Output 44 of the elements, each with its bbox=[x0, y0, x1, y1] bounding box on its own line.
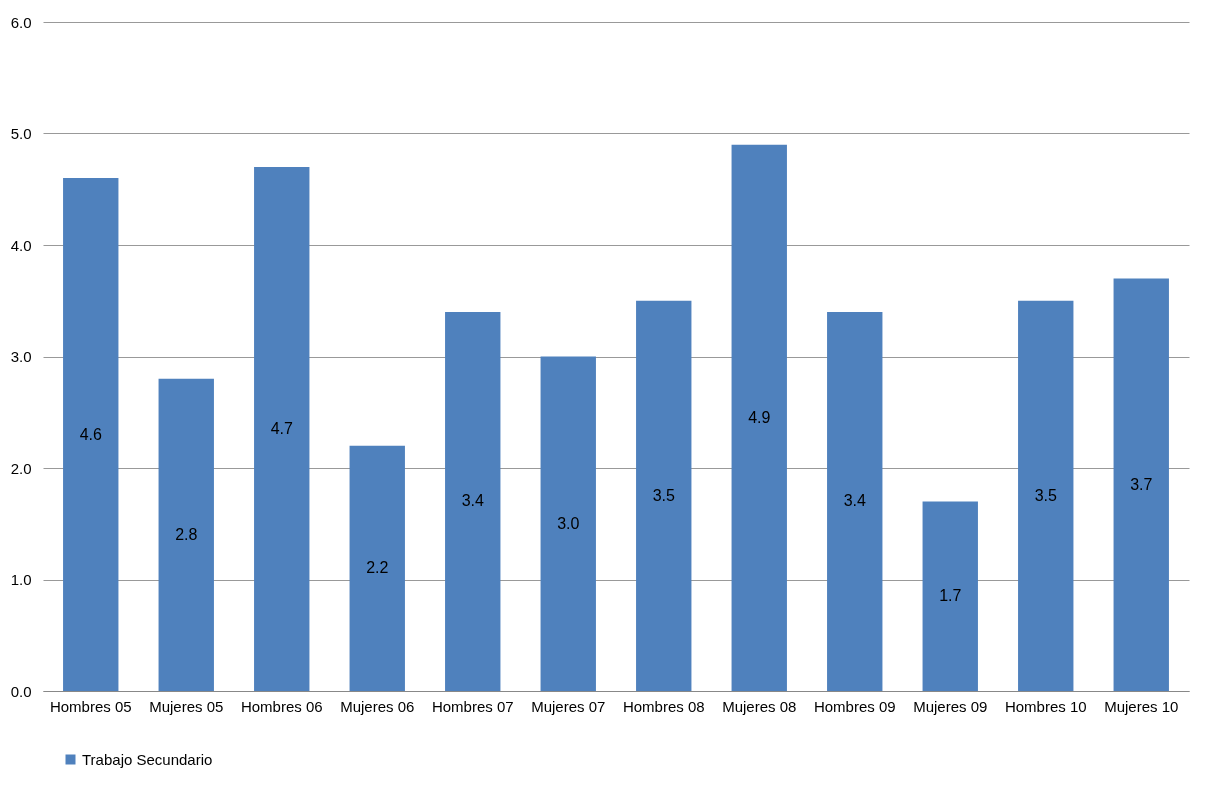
bar bbox=[445, 311, 501, 691]
y-tick-label: 1.0 bbox=[10, 571, 32, 588]
data-label: 1.7 bbox=[939, 587, 962, 605]
y-tick-label: 2.0 bbox=[10, 459, 32, 477]
data-label: 3.5 bbox=[652, 486, 675, 504]
bar bbox=[827, 311, 883, 691]
x-tick-label: Hombres 08 bbox=[622, 697, 705, 715]
x-tick-label: Mujeres 06 bbox=[340, 697, 415, 715]
y-tick-label: 0.0 bbox=[10, 682, 32, 700]
bar bbox=[158, 378, 214, 691]
x-tick-label: Hombres 05 bbox=[49, 697, 132, 715]
data-label: 4.9 bbox=[748, 408, 771, 426]
bar bbox=[254, 166, 310, 691]
data-label: 3.4 bbox=[461, 492, 484, 510]
x-tick-label: Mujeres 07 bbox=[531, 697, 606, 715]
x-tick-label: Hombres 10 bbox=[1004, 697, 1087, 715]
legend-label: Trabajo Secundario bbox=[82, 750, 213, 768]
x-tick-label: Mujeres 09 bbox=[913, 697, 988, 715]
bar bbox=[1113, 278, 1169, 691]
data-label: 2.2 bbox=[366, 559, 389, 577]
bar bbox=[731, 144, 787, 691]
data-label: 3.5 bbox=[1034, 486, 1057, 504]
data-label: 3.7 bbox=[1130, 475, 1153, 493]
bar bbox=[1018, 300, 1074, 691]
x-tick-label: Mujeres 05 bbox=[149, 697, 224, 715]
y-tick-label: 5.0 bbox=[10, 125, 32, 142]
x-tick-label: Hombres 09 bbox=[813, 697, 896, 715]
bar bbox=[636, 300, 692, 691]
bar bbox=[540, 356, 596, 691]
x-tick-label: Mujeres 08 bbox=[722, 697, 797, 715]
x-tick-label: Hombres 06 bbox=[240, 697, 323, 715]
bar bbox=[922, 501, 978, 691]
data-label: 3.0 bbox=[557, 514, 580, 532]
bar bbox=[63, 178, 119, 691]
x-tick-label: Hombres 07 bbox=[431, 697, 514, 715]
x-tick-label: Mujeres 10 bbox=[1104, 697, 1179, 715]
y-tick-label: 4.0 bbox=[10, 236, 32, 254]
data-label: 2.8 bbox=[175, 525, 198, 543]
data-label: 3.4 bbox=[843, 492, 866, 510]
y-tick-label: 6.0 bbox=[10, 13, 32, 31]
data-label: 4.7 bbox=[270, 419, 293, 437]
bar bbox=[349, 445, 405, 691]
data-label: 4.6 bbox=[79, 425, 102, 443]
y-tick-label: 3.0 bbox=[10, 348, 32, 365]
